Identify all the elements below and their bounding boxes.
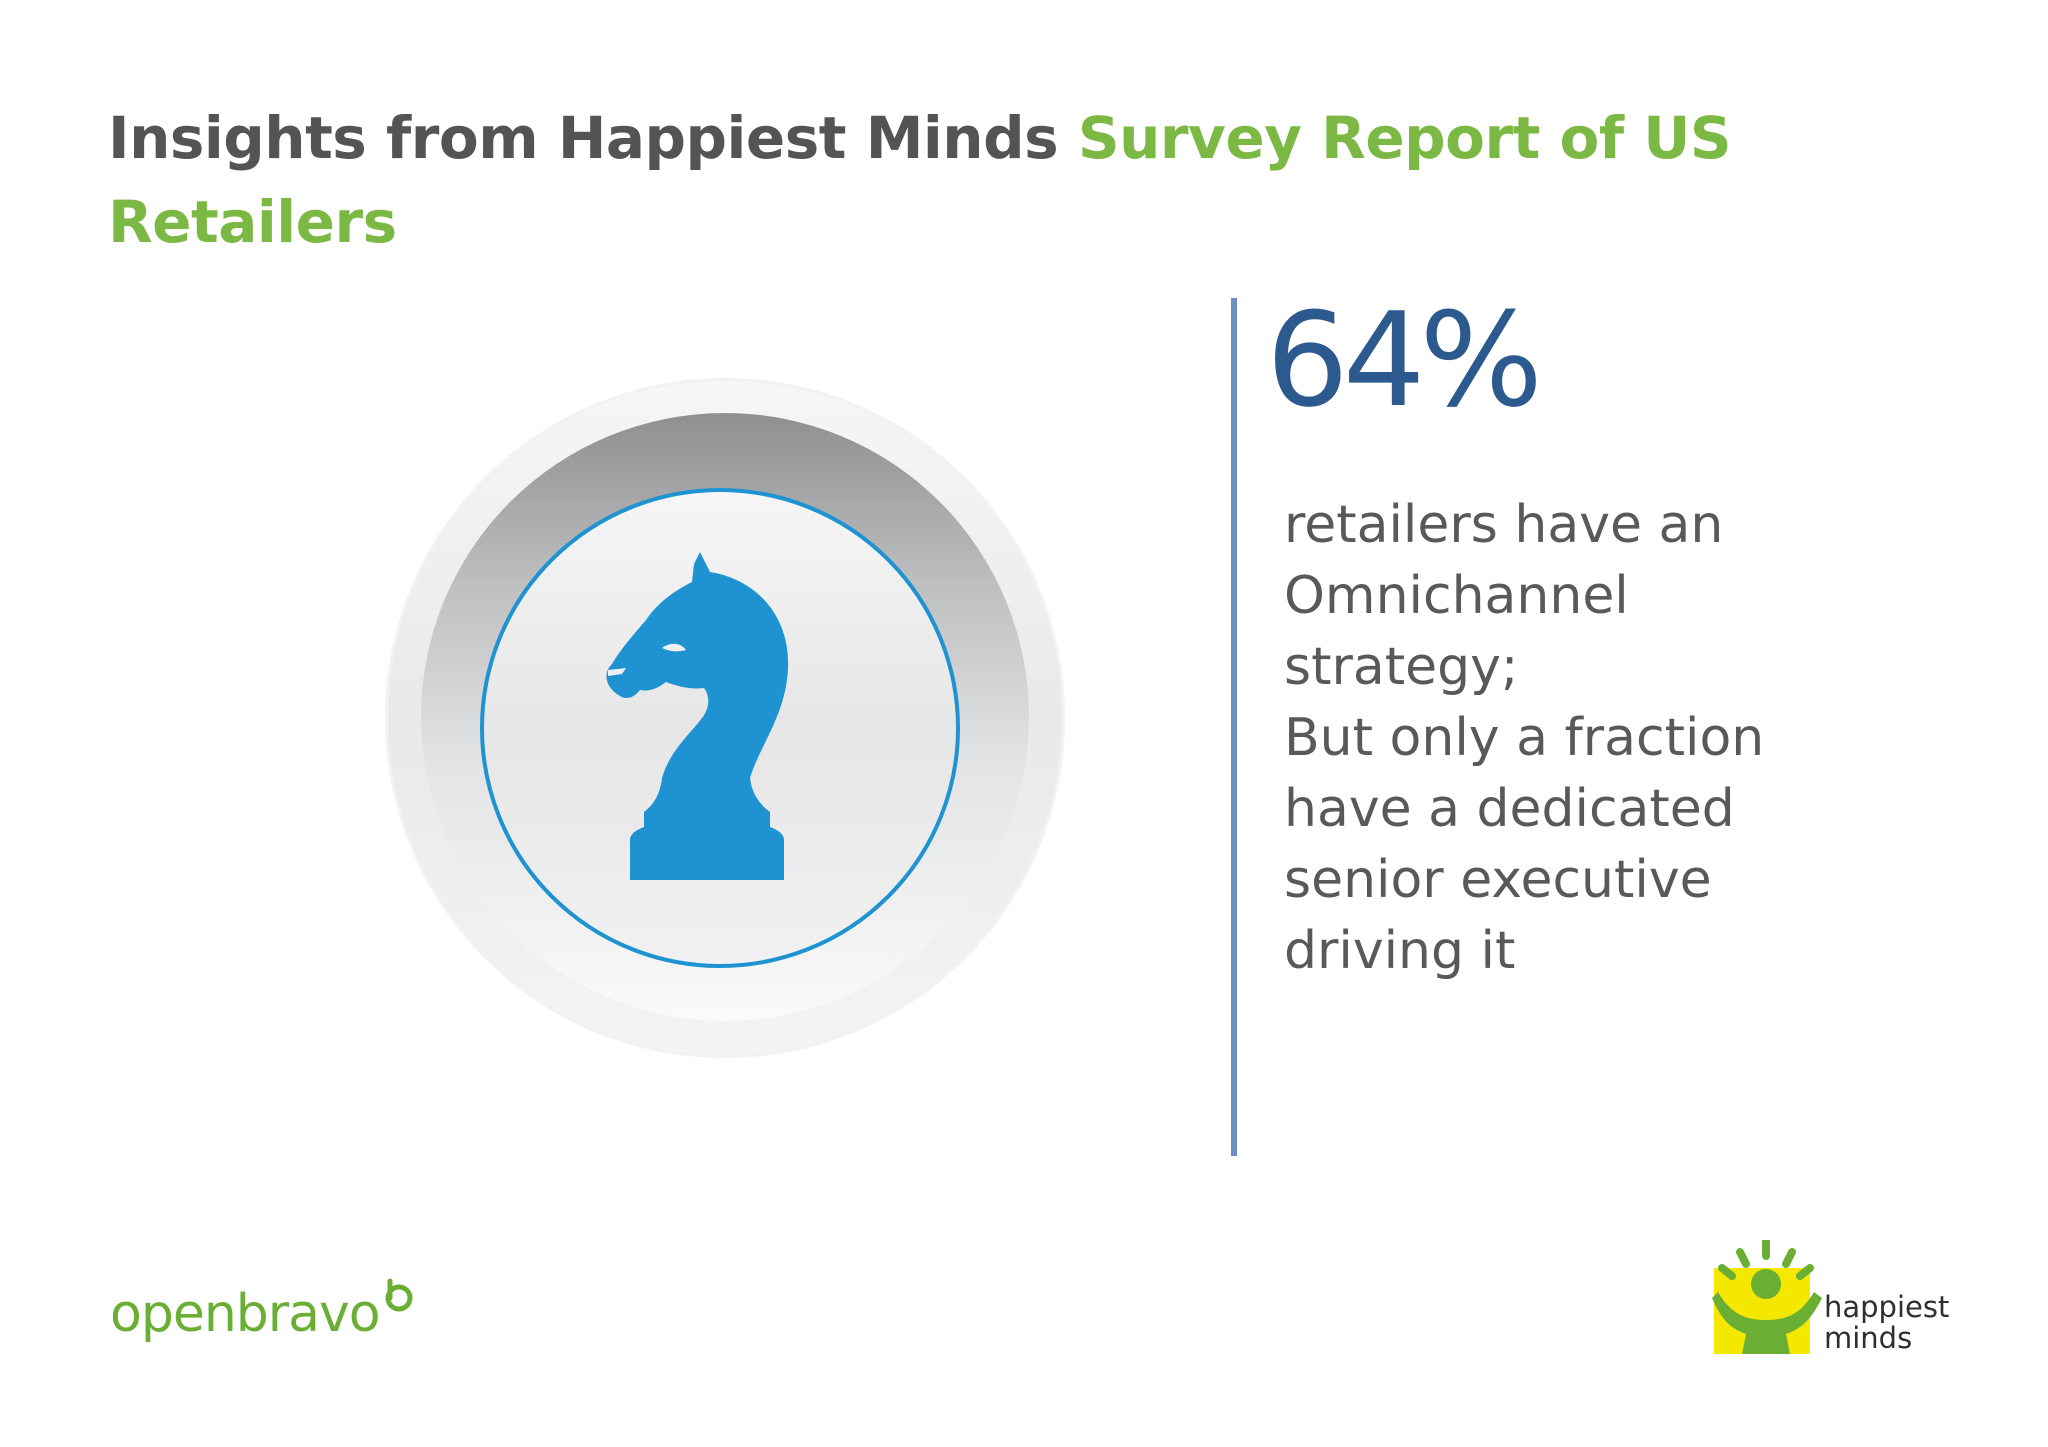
stat-percentage: 64% — [1266, 284, 1543, 436]
stat-line: Omnichannel — [1284, 566, 1629, 626]
stat-line: But only a fraction — [1284, 708, 1765, 768]
title-part-gray: Insights from Happiest Minds — [108, 104, 1078, 172]
happy-figure-icon — [1712, 1240, 1822, 1354]
title-part-green: Survey Report of US Retailers — [108, 104, 1732, 256]
chess-knight-icon — [606, 552, 789, 880]
openbravo-swirl-icon — [385, 1278, 413, 1312]
vertical-divider — [1231, 298, 1237, 1156]
openbravo-logo: openbravo — [110, 1278, 440, 1358]
stat-line: retailers have an — [1284, 495, 1724, 555]
stat-line: strategy; — [1284, 637, 1519, 697]
happiest-minds-line2: minds — [1824, 1321, 1913, 1355]
openbravo-wordmark: openbravo — [110, 1284, 381, 1344]
stat-line: driving it — [1284, 921, 1516, 981]
happiest-minds-logo: happiest minds — [1710, 1240, 2010, 1360]
slide-title: Insights from Happiest Minds Survey Repo… — [108, 96, 1808, 264]
stat-line: senior executive — [1284, 850, 1712, 910]
stat-description: retailers have an Omnichannel strategy; … — [1284, 490, 1884, 987]
happiest-minds-line1: happiest — [1824, 1290, 1950, 1324]
happiest-minds-wordmark: happiest minds — [1824, 1292, 1949, 1354]
stat-line: have a dedicated — [1284, 779, 1735, 839]
